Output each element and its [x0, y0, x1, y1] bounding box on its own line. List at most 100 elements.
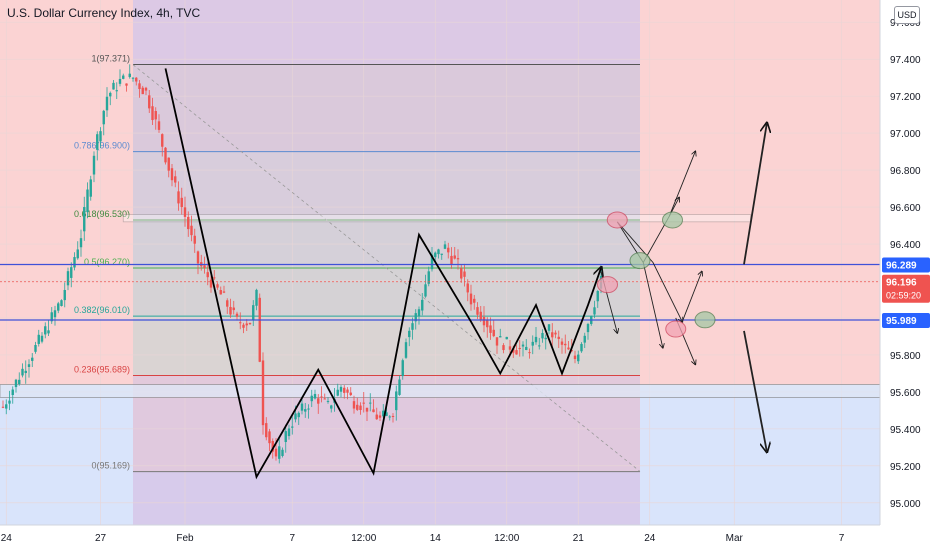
fib-band: [133, 64, 640, 152]
candle-body: [92, 155, 96, 175]
x-axis[interactable]: 24 27 Feb 7 12:00 14 12:00 21 24 Mar 7: [0, 524, 932, 550]
candle-body: [83, 207, 86, 232]
candle-body: [456, 258, 460, 260]
candle-body: [313, 393, 317, 399]
candle-body: [570, 350, 573, 352]
candle-body: [453, 255, 456, 259]
candle-body: [187, 216, 190, 230]
candle-body: [1, 406, 5, 408]
candle-body: [89, 179, 92, 197]
candle-body: [382, 410, 385, 417]
x-tick-label: 27: [95, 533, 107, 544]
candle-body: [352, 401, 356, 409]
candle-body: [356, 404, 359, 410]
candle-body: [430, 254, 434, 270]
candle-body: [359, 405, 362, 411]
marker-circle: [665, 320, 687, 338]
candle-body: [125, 83, 128, 86]
candle-body: [63, 289, 66, 301]
candle-body: [297, 412, 300, 418]
candle-body: [499, 336, 502, 338]
candle-body: [541, 332, 544, 339]
candle-body: [411, 323, 414, 330]
candle-body: [105, 96, 109, 111]
candle-body: [11, 389, 14, 396]
candle-body: [209, 279, 213, 288]
candle-body: [255, 289, 258, 306]
candle-body: [349, 392, 352, 396]
candle-body: [482, 317, 486, 326]
candle-body: [284, 431, 287, 443]
candle-body: [31, 357, 34, 361]
candle-body: [14, 379, 18, 388]
candle-body: [372, 409, 375, 413]
y-tick-label: 95.600: [890, 388, 921, 399]
candle-body: [560, 341, 564, 345]
candle-body: [538, 345, 541, 347]
candle-body: [180, 197, 183, 208]
price-tag-value: 96.289: [886, 261, 917, 272]
candle-body: [330, 405, 333, 409]
candle-body: [135, 77, 138, 82]
drawings: [0, 68, 880, 480]
fib-label: 1(97.371): [91, 54, 130, 64]
y-tick-label: 96.800: [890, 166, 921, 177]
x-tick-label: 7: [839, 533, 845, 544]
zigzag-path: [164, 68, 602, 480]
candle-body: [177, 191, 180, 204]
x-axis-bg: [0, 525, 932, 550]
candle-body: [479, 311, 482, 320]
candle-body: [213, 277, 216, 279]
candle-body: [339, 386, 343, 392]
candle-body: [190, 225, 193, 236]
y-tick-label: 96.400: [890, 240, 921, 251]
candle-body: [291, 426, 294, 428]
candle-body: [489, 325, 492, 333]
candle-body: [320, 396, 323, 398]
candle-body: [102, 110, 105, 125]
candle-body: [424, 284, 427, 297]
y-tick-label: 95.200: [890, 462, 921, 473]
candle-body: [96, 134, 99, 150]
candle-body: [531, 341, 534, 346]
candle-body: [300, 403, 304, 411]
candle-body: [414, 313, 417, 322]
candle-body: [495, 337, 499, 346]
candle-body: [525, 346, 528, 351]
candle-body: [235, 313, 239, 317]
marker-circle: [629, 252, 651, 270]
candle-body: [469, 293, 473, 305]
price-tag: [882, 312, 930, 328]
candle-body: [174, 176, 177, 183]
candle-body: [154, 110, 157, 120]
candle-body: [521, 344, 525, 347]
candle-body: [408, 330, 411, 338]
x-tick-label: 24: [1, 533, 13, 544]
candle-body: [518, 347, 521, 349]
candle-body: [131, 77, 135, 79]
currency-badge[interactable]: USD: [894, 6, 920, 24]
candle-body: [362, 402, 365, 404]
support-box: [0, 384, 881, 398]
price-tag-value: 96.196: [886, 278, 917, 289]
candle-body: [365, 407, 369, 412]
candle-body: [307, 408, 310, 410]
candle-body: [395, 391, 398, 411]
fib-band: [133, 316, 640, 376]
candle-body: [492, 329, 495, 337]
candle-body: [274, 448, 278, 457]
candle-body: [21, 368, 24, 376]
candle-body: [596, 290, 599, 302]
candle-body: [118, 78, 122, 84]
candle-body: [304, 409, 307, 412]
candle-body: [128, 73, 131, 78]
y-axis[interactable]: 97.60097.40097.20097.00096.80096.60096.4…: [879, 0, 932, 550]
candle-body: [122, 75, 125, 79]
x-tick-label: Mar: [726, 533, 744, 544]
candle-body: [551, 332, 554, 338]
candle-body: [583, 335, 586, 343]
candle-body: [564, 343, 567, 346]
projection-arrow: [743, 330, 767, 451]
candle-body: [157, 121, 161, 130]
